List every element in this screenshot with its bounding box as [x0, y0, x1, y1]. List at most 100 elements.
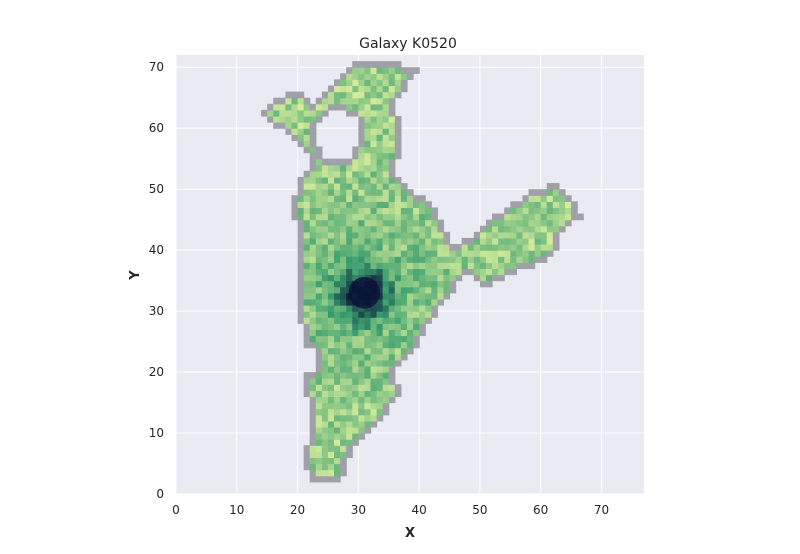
heatmap-cell: [552, 231, 560, 239]
heatmap-cell: [315, 341, 323, 349]
heatmap-cell: [492, 262, 499, 270]
heatmap-cell: [327, 250, 335, 257]
heatmap-cell: [309, 231, 317, 239]
heatmap-cell: [546, 207, 554, 215]
heatmap-cell: [352, 73, 359, 80]
heatmap-cell: [321, 219, 329, 227]
heatmap-cell: [340, 311, 347, 318]
heatmap-cell: [400, 347, 408, 355]
heatmap-cell: [394, 256, 402, 263]
heatmap-cell: [370, 414, 378, 422]
heatmap-cell: [340, 262, 347, 270]
heatmap-cell: [297, 237, 305, 245]
heatmap-cell: [334, 286, 341, 294]
heatmap-cell: [437, 250, 445, 257]
heatmap-cell: [437, 244, 445, 251]
heatmap-cell: [382, 365, 390, 373]
heatmap-cell: [382, 103, 390, 111]
heatmap-cell: [352, 359, 359, 367]
heatmap-cell: [309, 439, 317, 446]
heatmap-cell: [376, 134, 384, 141]
heatmap-cell: [352, 201, 359, 209]
x-tick-label: 30: [351, 503, 366, 517]
heatmap-cell: [425, 244, 432, 251]
y-tick-label: 60: [149, 121, 164, 135]
heatmap-cell: [522, 225, 530, 233]
heatmap-cell: [364, 189, 372, 196]
heatmap-cell: [334, 189, 341, 196]
heatmap-cell: [321, 176, 329, 184]
heatmap-cell: [571, 213, 578, 221]
heatmap-cell: [315, 109, 323, 117]
heatmap-cell: [303, 268, 311, 276]
heatmap-cell: [346, 323, 353, 330]
heatmap-cell: [334, 475, 341, 483]
heatmap-cell: [334, 164, 341, 172]
heatmap-cell: [297, 286, 305, 294]
heatmap-cell: [327, 189, 335, 196]
heatmap-cell: [370, 408, 378, 416]
heatmap-cell: [364, 140, 372, 148]
heatmap-cell: [419, 207, 426, 215]
heatmap-cell: [406, 329, 414, 337]
heatmap-cell: [297, 268, 305, 276]
heatmap-cell: [340, 402, 347, 410]
heatmap-cell: [340, 286, 347, 294]
heatmap-cell: [498, 213, 505, 221]
heatmap-cell: [358, 402, 366, 410]
heatmap-cell: [291, 201, 299, 209]
heatmap-cell: [479, 244, 487, 251]
heatmap-cell: [273, 97, 280, 105]
heatmap-cell: [394, 280, 402, 288]
heatmap-cell: [388, 347, 396, 355]
heatmap-cell: [376, 176, 384, 184]
heatmap-cell: [285, 97, 293, 105]
heatmap-cell: [370, 317, 378, 324]
heatmap-cell: [467, 244, 475, 251]
heatmap-cell: [388, 323, 396, 330]
heatmap-cell: [406, 274, 414, 282]
heatmap-cell: [315, 426, 323, 434]
heatmap-cell: [327, 256, 335, 263]
heatmap-cell: [394, 146, 402, 154]
heatmap-cell: [327, 469, 335, 477]
heatmap-cell: [564, 201, 572, 209]
heatmap-cell: [315, 213, 323, 221]
heatmap-cell: [558, 207, 566, 215]
heatmap-cell: [297, 298, 305, 306]
heatmap-cell: [400, 353, 408, 361]
heatmap-cell: [382, 311, 390, 318]
heatmap-cell: [352, 317, 359, 324]
heatmap-cell: [352, 341, 359, 349]
heatmap-cell: [291, 195, 299, 202]
heatmap-cell: [303, 225, 311, 233]
heatmap-cell: [394, 61, 402, 68]
heatmap-cell: [346, 201, 353, 209]
heatmap-cell: [504, 250, 511, 257]
heatmap-cell: [309, 414, 317, 422]
heatmap-cell: [315, 103, 323, 111]
heatmap-cell: [309, 329, 317, 337]
heatmap-cell: [309, 323, 317, 330]
heatmap-cell: [388, 286, 396, 294]
heatmap-cell: [346, 317, 353, 324]
heatmap-cell: [309, 433, 317, 440]
heatmap-cell: [516, 237, 524, 245]
heatmap-cell: [321, 359, 329, 367]
heatmap-cell: [340, 231, 347, 239]
heatmap-cell: [340, 85, 347, 93]
heatmap-cell: [467, 262, 475, 270]
heatmap-cell: [364, 390, 372, 398]
heatmap-cell: [370, 341, 378, 349]
heatmap-cell: [315, 158, 323, 166]
heatmap-cell: [346, 250, 353, 257]
heatmap-cell: [473, 250, 481, 257]
heatmap-cell: [358, 365, 366, 373]
heatmap-cell: [443, 231, 451, 239]
heatmap-cell: [291, 128, 299, 135]
heatmap-cell: [485, 244, 493, 251]
heatmap-cell: [340, 372, 347, 379]
heatmap-cell: [577, 213, 584, 221]
heatmap-cell: [376, 146, 384, 154]
heatmap-cell: [400, 256, 408, 263]
